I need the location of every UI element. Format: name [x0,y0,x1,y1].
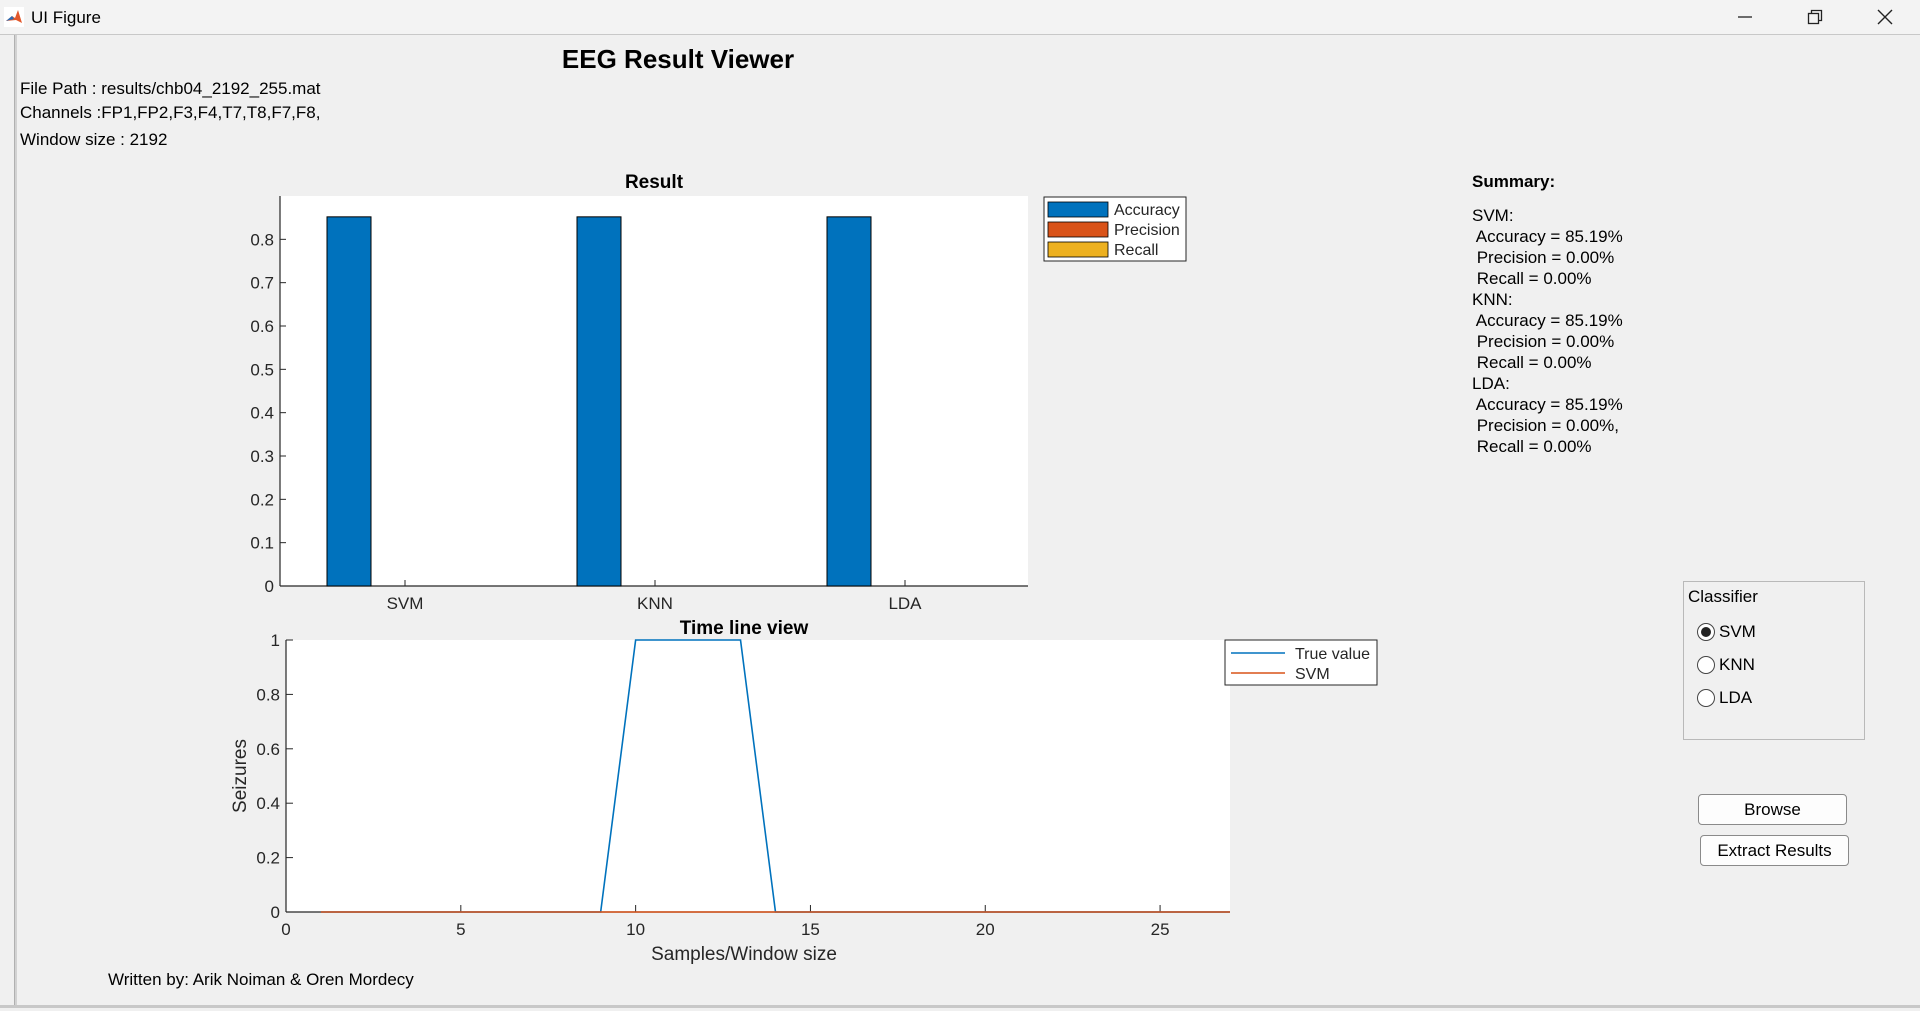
legend-label: Precision [1114,222,1180,239]
figure-border [14,35,17,1007]
y-tick-label: 0.2 [250,490,274,509]
radio-selected-dot [1701,627,1711,637]
restore-icon [1807,9,1823,25]
summary-line: Accuracy = 85.19% [1472,311,1623,330]
y-tick-label: 0.4 [250,404,274,423]
browse-button[interactable]: Browse [1698,794,1847,825]
x-tick-label: KNN [637,594,673,613]
radio-svm[interactable]: SVM [1697,622,1756,642]
summary-line: Recall = 0.00% [1472,437,1592,456]
legend-label: SVM [1295,666,1330,683]
bar-accuracy [826,216,872,587]
matlab-icon [4,7,24,27]
radio-button-lda[interactable] [1697,689,1715,707]
radio-button-svm[interactable] [1697,623,1715,641]
y-tick-label: 0.5 [250,360,274,379]
legend-swatch [1047,201,1109,218]
x-tick-label: 10 [626,920,645,939]
legend-label: Recall [1114,242,1158,259]
summary-title: Summary: [1472,172,1556,191]
y-tick-label: 0.4 [256,794,280,813]
window-size-label: Window size : 2192 [20,130,168,149]
legend-label: True value [1295,646,1370,663]
radio-lda[interactable]: LDA [1697,688,1752,708]
radio-button-knn[interactable] [1697,656,1715,674]
summary-line: Recall = 0.00% [1472,269,1592,288]
legend-swatch [1047,221,1109,238]
x-tick-label: 15 [801,920,820,939]
summary-line: Recall = 0.00% [1472,353,1592,372]
y-axis-label: Seizures [230,739,251,813]
classifier-panel: Classifier SVM KNN LDA [1683,581,1865,740]
result-bar-chart: Result 0 0.1 0.2 0.3 0.4 0.5 0.6 0.7 0.8 SVM KNN LDA… [250,172,1187,613]
x-tick-label: 5 [456,920,465,939]
summary-line: Precision = 0.00% [1472,332,1615,351]
bar-accuracy [326,216,372,587]
window-titlebar: UI Figure [0,0,1920,35]
chart-title: Result [625,172,684,193]
channels-label: Channels :FP1,FP2,F3,F4,T7,T8,F7,F8, [20,103,321,122]
y-tick-label: 0.6 [256,740,280,759]
figure-bottom-border [0,1005,1920,1008]
page-title: EEG Result Viewer [561,44,795,74]
x-tick-label: LDA [888,594,922,613]
summary-line: Accuracy = 85.19% [1472,227,1623,246]
y-tick-label: 0.2 [256,849,280,868]
x-tick-label: 0 [281,920,290,939]
summary-line: Precision = 0.00% [1472,248,1615,267]
close-icon [1877,9,1893,25]
close-button[interactable] [1850,0,1920,34]
legend-label: Accuracy [1114,202,1180,219]
chart-title: Time line view [680,618,809,639]
y-tick-label: 0.8 [256,685,280,704]
plot-area [280,196,1028,586]
window-title: UI Figure [31,8,101,27]
summary-line: Accuracy = 85.19% [1472,395,1623,414]
summary-line: Precision = 0.00%, [1472,416,1619,435]
y-tick-label: 0 [271,903,280,922]
y-tick-label: 0.1 [250,534,274,553]
legend-box [1224,639,1378,686]
summary-line: SVM: [1472,206,1514,225]
x-tick-label: SVM [387,594,424,613]
bar-accuracy [576,216,622,587]
y-tick-label: 0.8 [250,230,274,249]
author-credit: Written by: Arik Noiman & Oren Mordecy [108,970,414,989]
minimize-button[interactable] [1710,0,1780,34]
y-tick-label: 0 [265,577,274,596]
x-tick-label: 20 [976,920,995,939]
x-tick-label: 25 [1151,920,1170,939]
classifier-panel-title: Classifier [1688,587,1758,606]
radio-label-knn: KNN [1719,655,1755,674]
legend-swatch [1047,241,1109,258]
y-tick-label: 0.7 [250,274,274,293]
x-axis-label: Samples/Window size [651,944,837,965]
radio-label-lda: LDA [1719,688,1753,707]
y-tick-label: 1 [271,631,280,650]
radio-knn[interactable]: KNN [1697,655,1755,675]
file-path-label: File Path : results/chb04_2192_255.mat [20,79,321,98]
minimize-icon [1738,16,1752,18]
summary-line: KNN: [1472,290,1513,309]
y-tick-label: 0.6 [250,317,274,336]
summary-line: LDA: [1472,374,1510,393]
extract-results-button[interactable]: Extract Results [1700,835,1849,866]
restore-button[interactable] [1780,0,1850,34]
y-tick-label: 0.3 [250,447,274,466]
radio-label-svm: SVM [1719,622,1756,641]
